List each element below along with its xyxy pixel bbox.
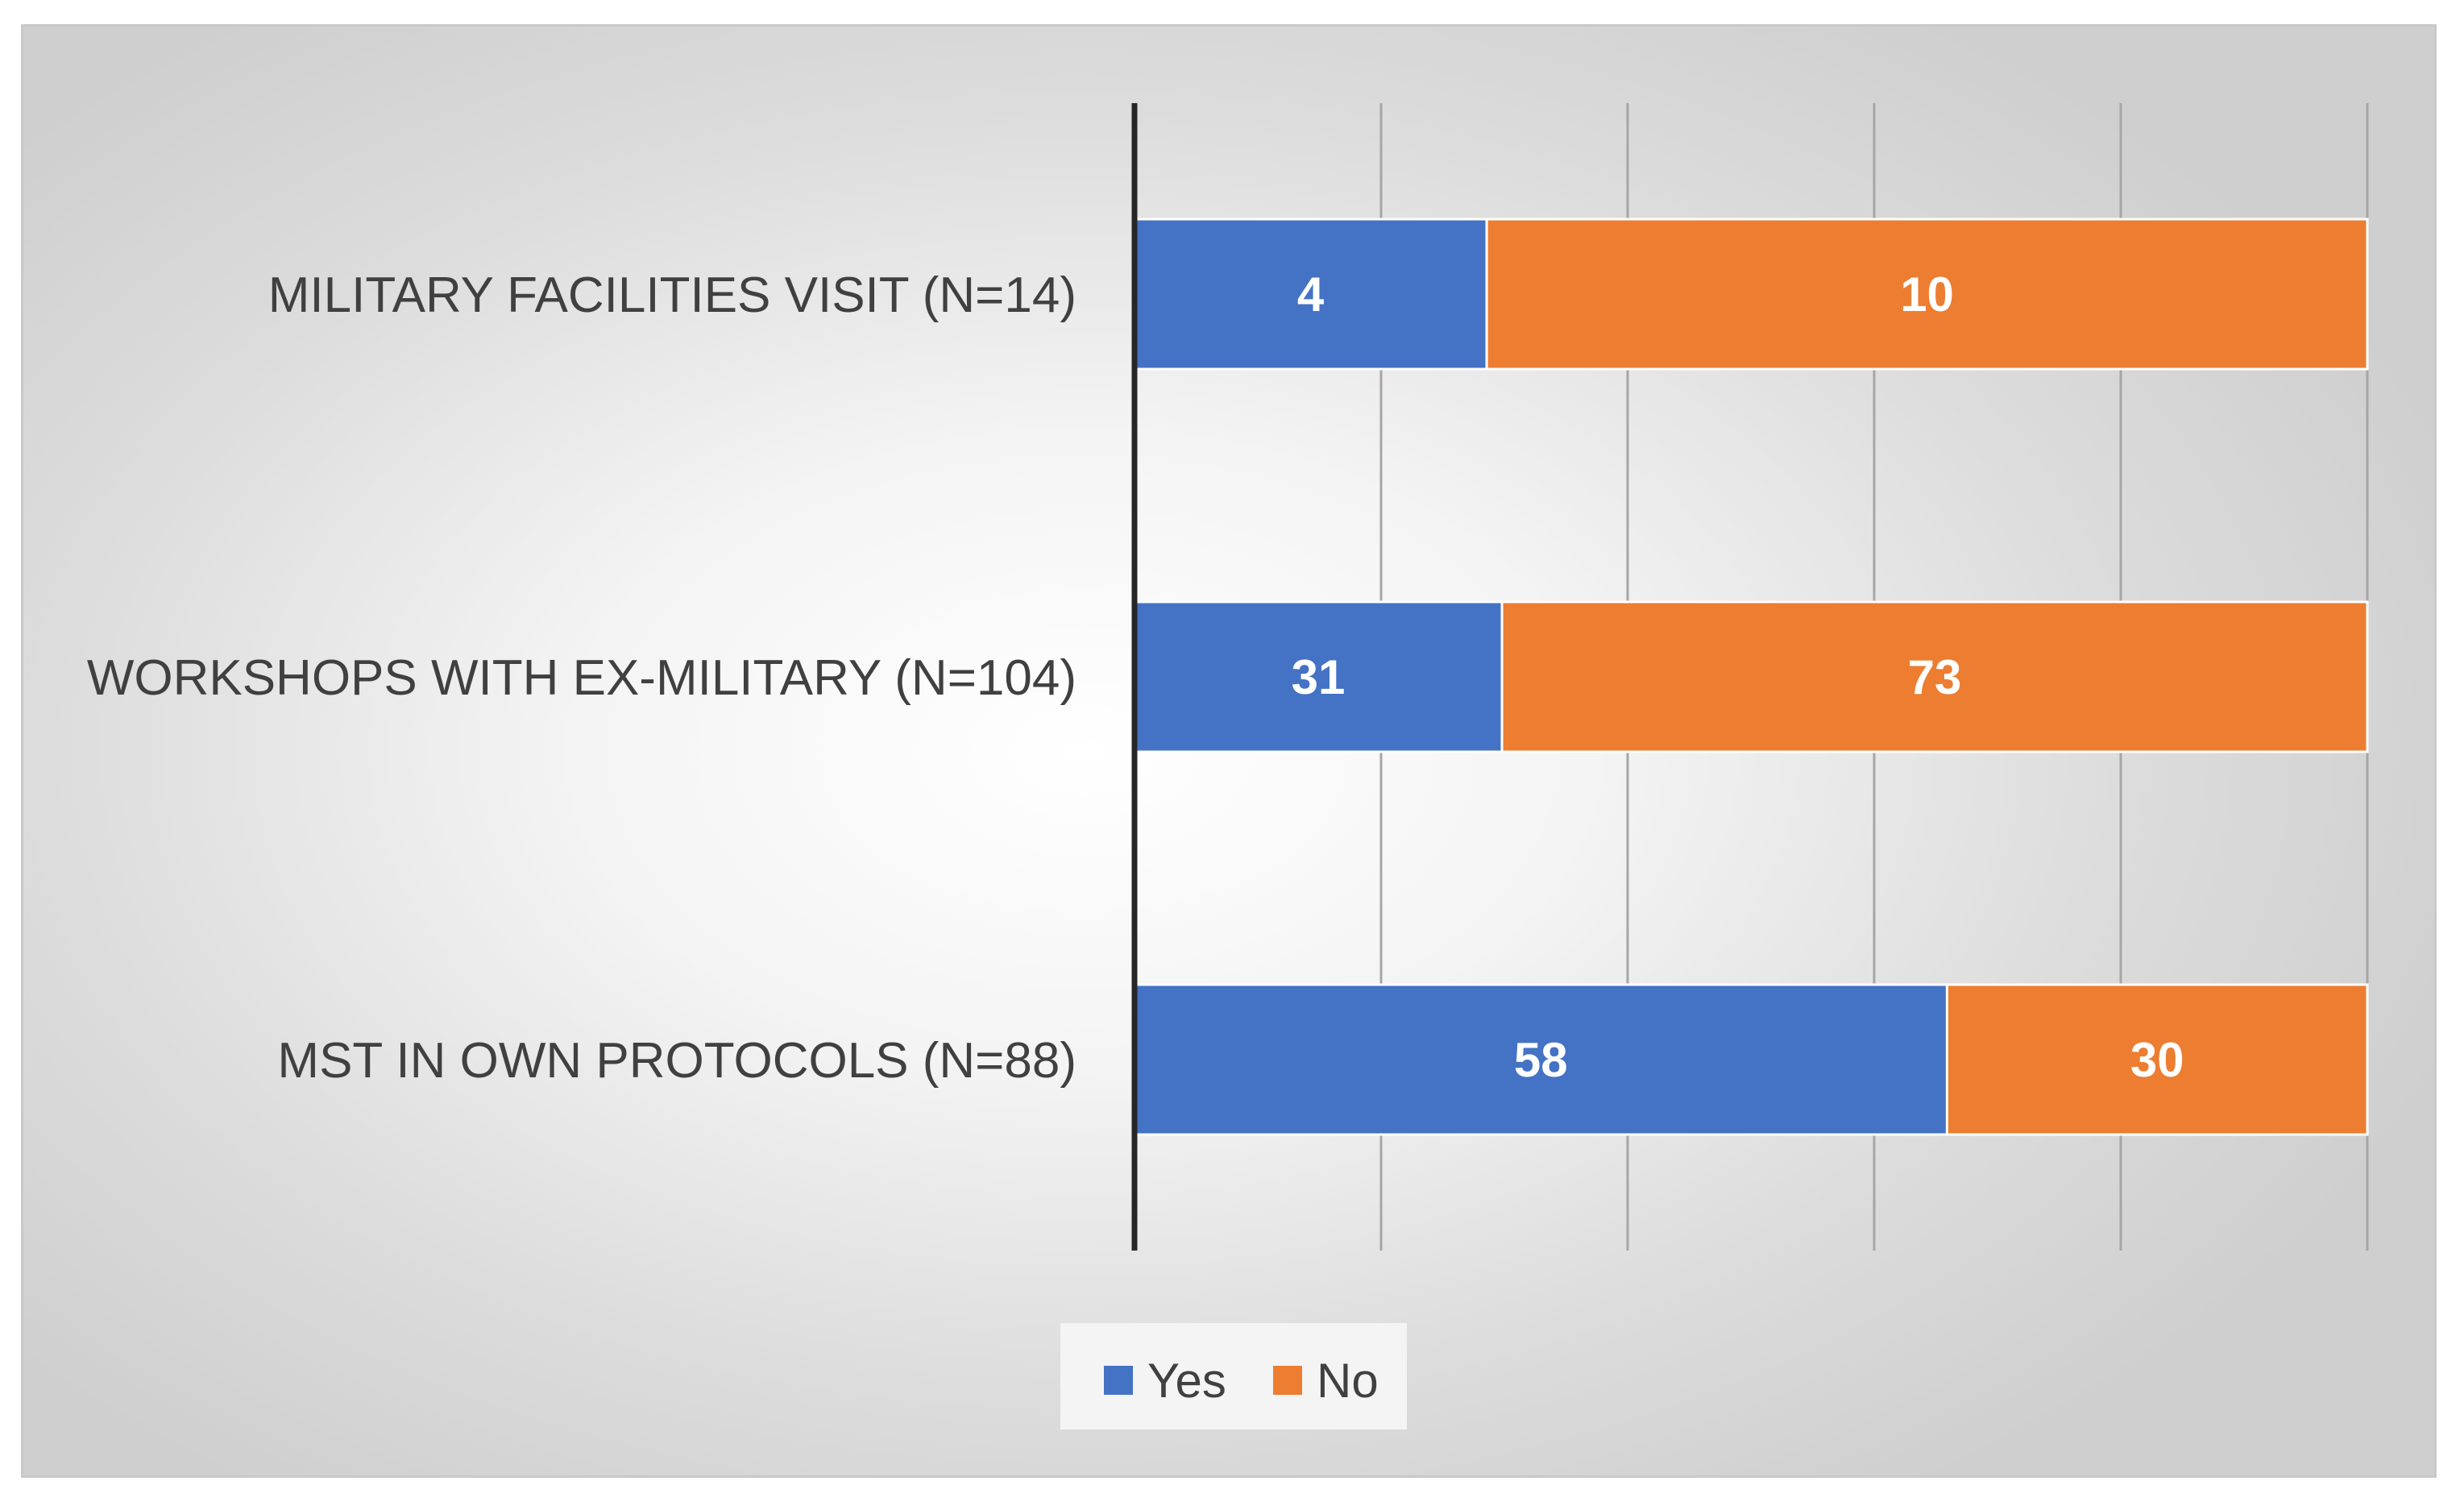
bar-no-3 — [1945, 983, 2369, 1136]
bars: 4 10 31 73 58 30 — [1133, 218, 2369, 1136]
data-label: 58 — [1514, 1033, 1568, 1087]
legend-swatch-no — [1273, 1366, 1302, 1395]
category-label: MILITARY FACILITIES VISIT (N=14) — [268, 268, 1076, 323]
data-label: 73 — [1908, 650, 1962, 704]
data-label: 4 — [1297, 268, 1325, 322]
category-label: MST IN OWN PROTOCOLS (N=88) — [277, 1033, 1076, 1089]
bar-no-2 — [1500, 600, 2369, 753]
bar-yes-2 — [1133, 600, 1504, 753]
legend-label-yes: Yes — [1147, 1354, 1226, 1408]
category-labels: MILITARY FACILITIES VISIT (N=14) WORKSHOP… — [87, 268, 1076, 1089]
bar-no-1 — [1485, 218, 2369, 371]
data-label: 31 — [1292, 650, 1346, 704]
category-label: WORKSHOPS WITH EX-MILITARY (N=104) — [87, 650, 1076, 706]
bar-yes-3 — [1133, 983, 1948, 1136]
data-label: 30 — [2130, 1033, 2184, 1087]
data-label: 10 — [1900, 268, 1954, 322]
legend-label-no: No — [1317, 1354, 1379, 1408]
legend: Yes No — [1060, 1323, 1407, 1429]
legend-swatch-yes — [1104, 1366, 1133, 1395]
